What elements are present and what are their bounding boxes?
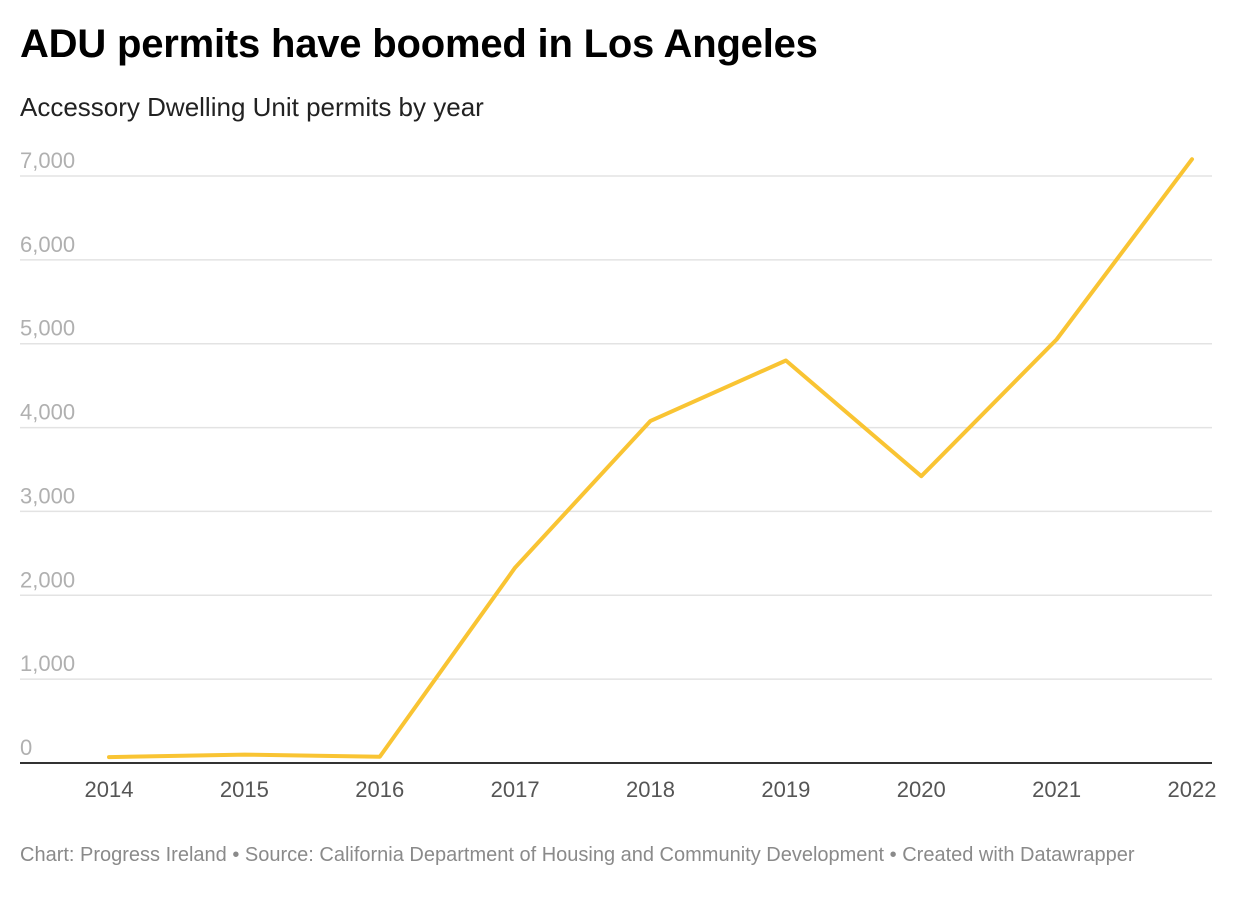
x-tick-label: 2014 [85,777,134,802]
x-tick-label: 2018 [626,777,675,802]
y-tick-label: 1,000 [20,651,75,676]
chart-title: ADU permits have boomed in Los Angeles [20,22,818,66]
x-tick-label: 2020 [897,777,946,802]
chart-subtitle: Accessory Dwelling Unit permits by year [20,92,484,122]
footer-source: Source: California Department of Housing… [244,844,885,866]
y-tick-label: 4,000 [20,400,75,425]
y-axis-ticks: 0 1,000 2,000 3,000 4,000 5,000 6,000 7,000 [20,148,75,760]
x-tick-label: 2016 [355,777,404,802]
y-tick-label: 2,000 [20,567,75,592]
x-axis-ticks: 2014 2015 2016 2017 2018 2019 2020 2021 2022 [85,777,1217,802]
x-tick-label: 2017 [491,777,540,802]
x-tick-label: 2022 [1168,777,1217,802]
footer-separator-1: • [226,844,245,866]
chart-footer: Chart: Progress Ireland • Source: Califo… [20,842,1150,868]
y-tick-label: 7,000 [20,148,75,173]
x-tick-label: 2021 [1032,777,1081,802]
footer-created-with: Created with Datawrapper [902,844,1135,866]
x-tick-label: 2015 [220,777,269,802]
y-tick-label: 0 [20,735,32,760]
series-layer [107,157,1194,760]
y-tick-label: 3,000 [20,483,75,508]
y-tick-label: 5,000 [20,316,75,341]
footer-credit: Chart: Progress Ireland [20,844,227,866]
series-line [107,157,1194,760]
y-tick-label: 6,000 [20,232,75,257]
x-tick-label: 2019 [761,777,810,802]
gridlines [20,175,1212,764]
footer-separator-2: • [884,844,903,866]
